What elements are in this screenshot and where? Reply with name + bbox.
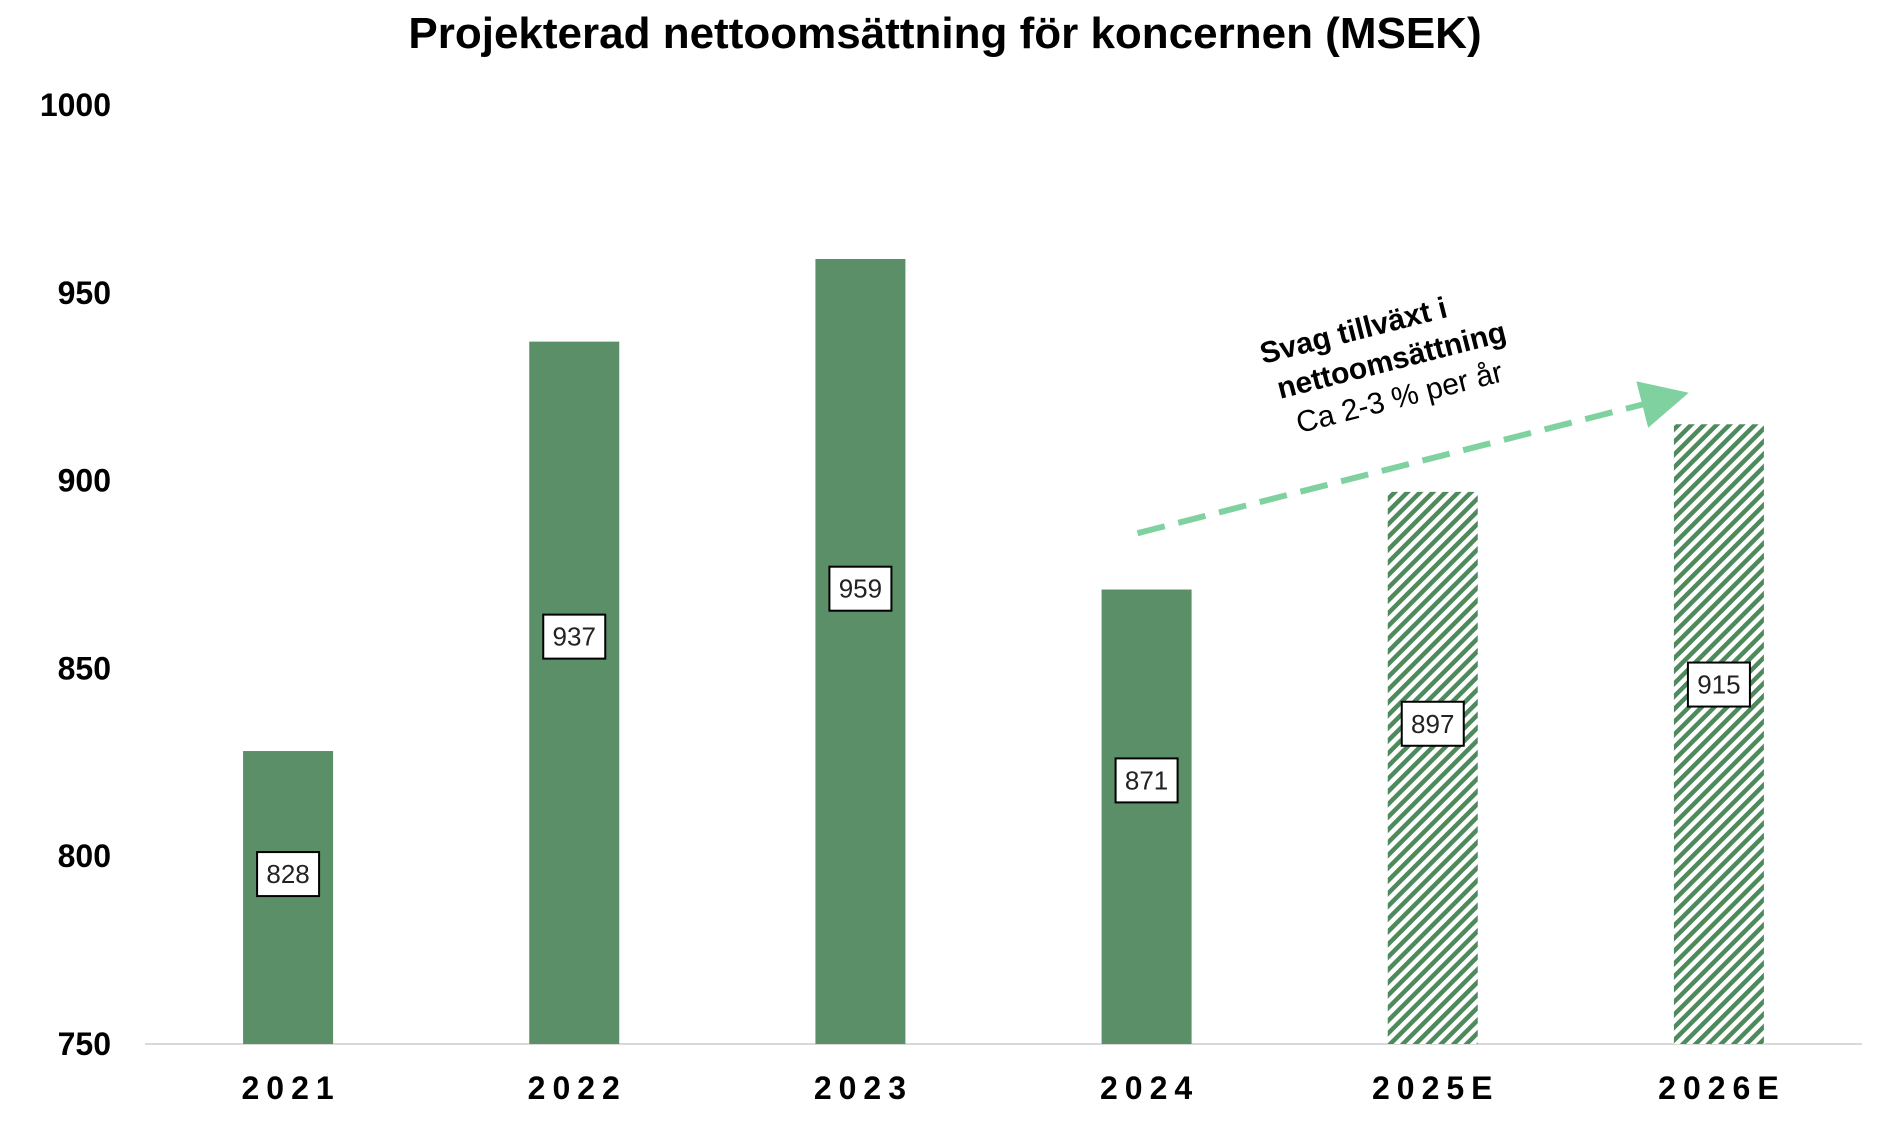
- bar-2026e: [1673, 424, 1764, 1044]
- bar-2024: [1101, 589, 1192, 1044]
- bar-2021: [243, 751, 334, 1044]
- data-label: 937: [542, 613, 607, 660]
- bar-2025e: [1387, 491, 1478, 1044]
- x-tick-label: 2023: [814, 1070, 913, 1106]
- data-label: 828: [256, 851, 321, 898]
- y-tick-label: 750: [58, 1026, 111, 1062]
- data-label: 897: [1400, 700, 1465, 747]
- data-label-box: [1686, 661, 1751, 708]
- x-tick-label: 2024: [1100, 1070, 1199, 1106]
- data-label: 871: [1114, 757, 1179, 804]
- data-label-text: 959: [839, 574, 882, 604]
- y-tick-label: 950: [58, 275, 111, 311]
- data-label: 915: [1686, 661, 1751, 708]
- bar-2022: [529, 341, 620, 1044]
- annotation-text: Svag tillväxt i nettoomsättning Ca 2-3 %…: [1257, 291, 1510, 440]
- x-tick-label: 2022: [528, 1070, 627, 1106]
- y-tick-label: 850: [58, 650, 111, 686]
- data-labels: 828 937 959 871 897 915: [256, 565, 1751, 898]
- y-tick-label: 900: [58, 463, 111, 499]
- data-label-text: 915: [1697, 670, 1740, 700]
- data-label-text: 897: [1411, 709, 1454, 739]
- data-label-box: [256, 851, 321, 898]
- x-tick-label: 2025E: [1372, 1070, 1500, 1106]
- data-label-box: [542, 613, 607, 660]
- chart-title: Projekterad nettoomsättning för koncerne…: [408, 9, 1481, 58]
- trend-arrow: [1136, 381, 1689, 537]
- data-label-box: [1400, 700, 1465, 747]
- y-tick-label: 1000: [40, 87, 111, 123]
- bars: [243, 258, 1764, 1045]
- data-label-box: [828, 565, 893, 612]
- data-label-text: 828: [266, 859, 309, 889]
- x-tick-label: 2026E: [1658, 1070, 1786, 1106]
- data-label-text: 871: [1125, 765, 1168, 795]
- x-axis: 2021 2022 2023 2024 2025E 2026E: [241, 1070, 1786, 1106]
- y-tick-label: 800: [58, 838, 111, 874]
- data-label-text: 937: [553, 622, 596, 652]
- data-label-box: [1114, 757, 1179, 804]
- y-axis: 750 800 850 900 950 1000: [40, 87, 111, 1062]
- data-label: 959: [828, 565, 893, 612]
- x-tick-label: 2021: [241, 1070, 340, 1106]
- bar-2023: [815, 258, 906, 1045]
